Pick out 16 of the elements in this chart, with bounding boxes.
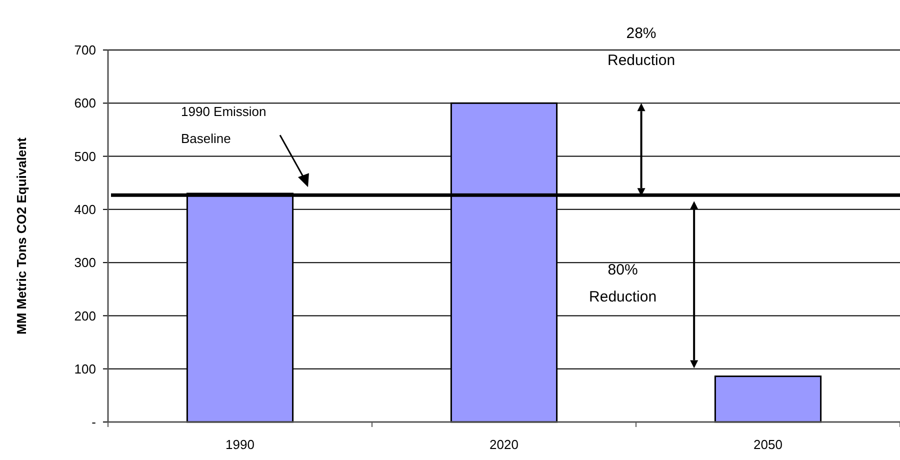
x-tick-label: 1990 <box>226 437 254 452</box>
y-tick-label: 700 <box>74 42 96 58</box>
y-tick-label: 300 <box>74 255 96 270</box>
x-tick-label: 2020 <box>490 437 518 452</box>
bar <box>714 376 822 423</box>
annotation: 28% Reduction <box>608 25 676 69</box>
y-tick-label: 400 <box>74 202 96 217</box>
x-tick-label: 2050 <box>754 437 782 452</box>
ref-line-label: 1990 Emission Baseline <box>181 104 266 146</box>
annotation: 80% Reduction <box>589 262 657 306</box>
y-tick-label: 200 <box>74 308 96 324</box>
y-tick-label: 100 <box>74 361 96 376</box>
y-axis-title: MM Metric Tons CO2 Equivalent <box>14 136 29 334</box>
y-tick-label: - <box>92 414 96 430</box>
y-tick-label: 500 <box>74 148 96 164</box>
y-tick-label: 600 <box>74 96 96 111</box>
